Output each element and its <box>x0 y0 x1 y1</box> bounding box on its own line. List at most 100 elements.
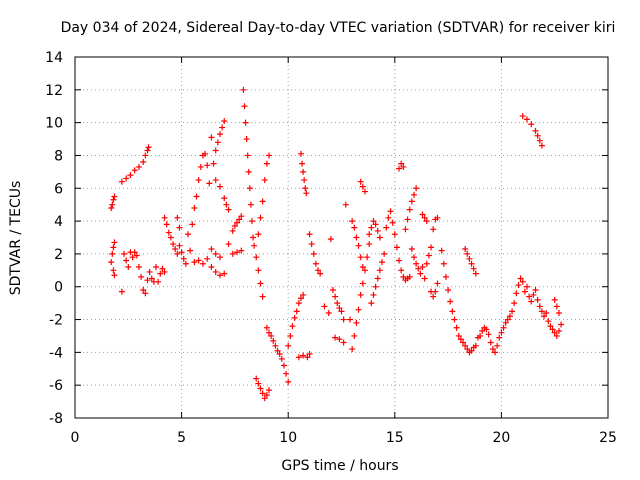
data-point <box>413 260 420 267</box>
data-point <box>304 354 311 361</box>
data-point <box>379 259 386 266</box>
data-point <box>517 275 524 282</box>
data-point <box>534 296 541 303</box>
data-point <box>118 178 125 185</box>
data-point <box>301 177 308 184</box>
data-point <box>530 291 537 298</box>
data-point <box>255 267 262 274</box>
data-point <box>553 303 560 310</box>
data-point <box>257 280 264 287</box>
data-point <box>372 283 379 290</box>
data-point <box>398 267 405 274</box>
axis-ticks: 0 5 10 15 20 25 -8 -6 -4 -2 0 2 4 6 8 10 12 14 <box>45 50 617 446</box>
data-point <box>189 221 196 228</box>
data-point <box>519 113 526 120</box>
data-point <box>483 326 490 333</box>
data-point <box>225 241 232 248</box>
data-point <box>157 270 164 277</box>
data-point <box>359 280 366 287</box>
data-point <box>268 332 275 339</box>
data-point <box>417 270 424 277</box>
data-point <box>472 342 479 349</box>
y-tick-label: 2 <box>54 247 63 263</box>
data-point <box>297 295 304 302</box>
data-point <box>172 245 179 252</box>
data-point <box>511 300 518 307</box>
data-point <box>155 278 162 285</box>
data-point <box>208 264 215 271</box>
data-point <box>306 351 313 358</box>
data-point <box>366 231 373 238</box>
data-point <box>133 252 140 259</box>
data-point <box>368 300 375 307</box>
data-point <box>445 287 452 294</box>
data-point <box>415 265 422 272</box>
data-point <box>387 208 394 215</box>
data-point <box>532 287 539 294</box>
data-point <box>310 250 317 257</box>
data-point <box>108 204 115 211</box>
data-point <box>234 219 241 226</box>
data-point <box>204 162 211 169</box>
data-point <box>300 291 307 298</box>
data-point <box>225 206 232 213</box>
data-point <box>555 309 562 316</box>
data-point <box>138 273 145 280</box>
data-point <box>216 131 223 138</box>
y-tick-label: 6 <box>54 181 63 197</box>
data-point <box>127 172 134 179</box>
data-point <box>246 185 253 192</box>
data-point <box>238 213 245 220</box>
data-point <box>447 298 454 305</box>
data-point <box>504 316 511 323</box>
data-point <box>492 349 499 356</box>
data-point <box>161 214 168 221</box>
data-point <box>250 234 257 241</box>
data-point <box>208 245 215 252</box>
data-point <box>383 224 390 231</box>
data-point <box>485 331 492 338</box>
data-point <box>135 264 142 271</box>
data-point <box>332 293 339 300</box>
data-point <box>289 323 296 330</box>
data-point <box>519 278 526 285</box>
data-point <box>197 163 204 170</box>
data-point <box>118 288 125 295</box>
data-point <box>370 291 377 298</box>
data-point <box>261 177 268 184</box>
data-point <box>216 254 223 261</box>
data-point <box>381 250 388 257</box>
data-point <box>199 260 206 267</box>
data-point <box>221 270 228 277</box>
data-point <box>545 318 552 325</box>
x-tick-label: 20 <box>492 430 510 446</box>
x-axis-label: GPS time / hours <box>281 458 398 474</box>
data-point <box>477 332 484 339</box>
data-point <box>538 308 545 315</box>
data-point <box>355 242 362 249</box>
data-point <box>355 306 362 313</box>
data-point <box>302 185 309 192</box>
data-point <box>470 265 477 272</box>
data-point <box>202 150 209 157</box>
data-point <box>261 395 268 402</box>
data-point <box>549 326 556 333</box>
data-point <box>327 236 334 243</box>
data-point <box>242 119 249 126</box>
data-point <box>165 229 172 236</box>
data-point <box>297 150 304 157</box>
data-point <box>182 260 189 267</box>
data-point <box>274 347 281 354</box>
data-point <box>494 342 501 349</box>
data-point <box>204 255 211 262</box>
data-point <box>536 303 543 310</box>
data-point <box>434 214 441 221</box>
data-point <box>468 347 475 354</box>
data-point <box>457 336 464 343</box>
data-point <box>174 250 181 257</box>
data-point <box>243 136 250 143</box>
data-point <box>528 121 535 128</box>
data-point <box>234 249 241 256</box>
data-point <box>357 178 364 185</box>
data-point <box>351 332 358 339</box>
